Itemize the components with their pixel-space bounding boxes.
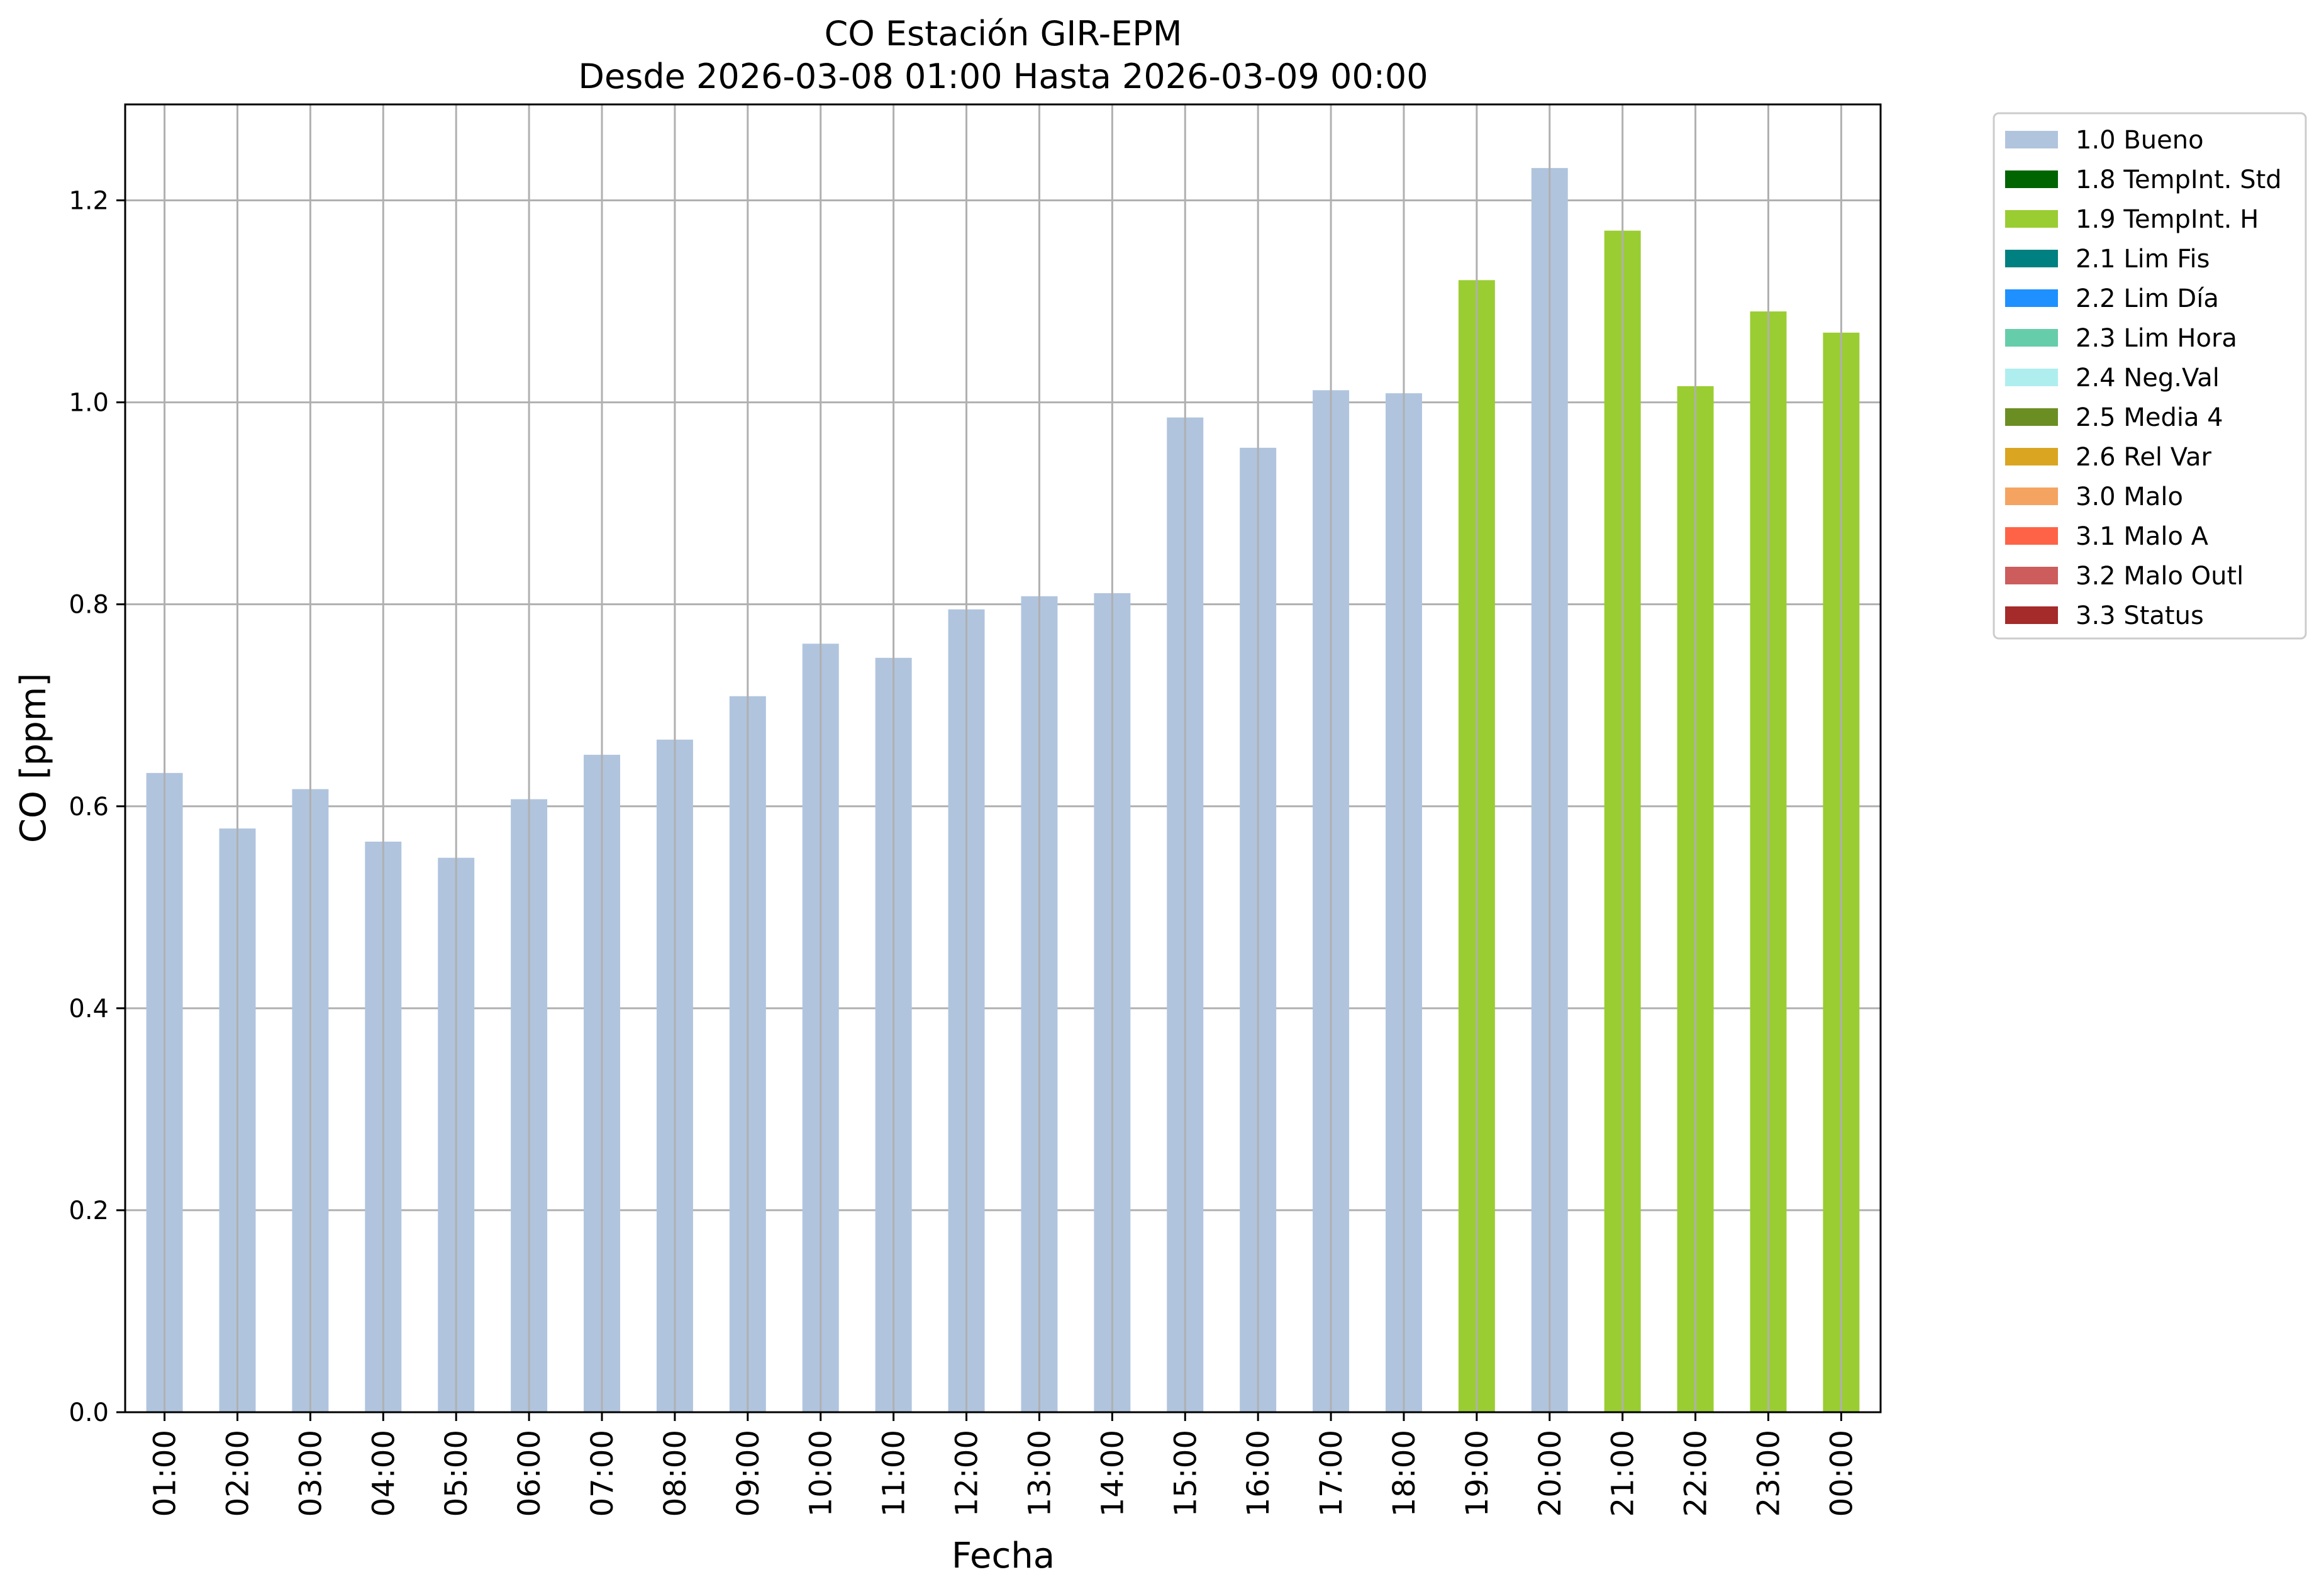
x-tick-label: 05:00 — [439, 1430, 474, 1517]
legend-label: 2.4 Neg.Val — [2076, 364, 2220, 393]
y-tick-label: 0.2 — [69, 1196, 109, 1225]
legend-label: 2.1 Lim Fis — [2076, 245, 2210, 274]
x-tick-label: 01:00 — [148, 1430, 183, 1517]
x-tick-label: 19:00 — [1460, 1430, 1495, 1517]
x-tick-label: 14:00 — [1095, 1430, 1130, 1517]
x-tick-label: 17:00 — [1314, 1430, 1349, 1517]
legend-swatch — [2005, 567, 2058, 584]
x-tick-label: 07:00 — [585, 1430, 620, 1517]
legend-swatch — [2005, 329, 2058, 347]
grid-lines — [125, 199, 1881, 1212]
legend-swatch — [2005, 448, 2058, 465]
legend-label: 2.6 Rel Var — [2076, 443, 2212, 472]
legend-swatch — [2005, 408, 2058, 426]
legend-swatch — [2005, 131, 2058, 148]
legend-label: 2.2 Lim Día — [2076, 284, 2219, 313]
y-tick-label: 0.4 — [69, 995, 109, 1023]
y-tick-label: 1.2 — [69, 187, 109, 216]
x-tick-label: 00:00 — [1824, 1430, 1859, 1517]
legend-label: 3.2 Malo Outl — [2076, 562, 2243, 591]
y-tick-label: 0.8 — [69, 591, 109, 620]
y-tick-label: 0.6 — [69, 793, 109, 822]
x-tick-label: 02:00 — [220, 1430, 255, 1517]
x-tick-label: 13:00 — [1022, 1430, 1057, 1517]
legend-swatch — [2005, 210, 2058, 228]
x-tick-label: 09:00 — [731, 1430, 766, 1517]
legend-label: 2.5 Media 4 — [2076, 403, 2223, 432]
legend: 1.0 Bueno 1.8 TempInt. Std 1.9 TempInt. H 2… — [1993, 112, 2307, 640]
x-axis-label: Fecha — [952, 1535, 1055, 1576]
x-tick-label: 04:00 — [366, 1430, 401, 1517]
legend-swatch — [2005, 527, 2058, 545]
x-tick-label: 03:00 — [293, 1430, 328, 1517]
x-tick-label: 18:00 — [1387, 1430, 1422, 1517]
legend-label: 1.8 TempInt. Std — [2076, 165, 2282, 194]
legend-swatch — [2005, 606, 2058, 624]
legend-swatch — [2005, 369, 2058, 386]
y-tick-label: 1.0 — [69, 389, 109, 418]
legend-label: 1.9 TempInt. H — [2076, 205, 2259, 234]
x-tick-label: 15:00 — [1168, 1430, 1203, 1517]
legend-label: 3.3 Status — [2076, 601, 2204, 630]
legend-frame — [1993, 112, 2307, 640]
chart-title: CO Estación GIR-EPM — [825, 14, 1182, 53]
legend-swatch — [2005, 289, 2058, 307]
x-tick-label: 16:00 — [1241, 1430, 1276, 1517]
y-axis-ticks: 0.0 0.2 0.4 0.6 0.8 1.0 1.2 — [69, 187, 125, 1427]
legend-label: 3.1 Malo A — [2076, 522, 2209, 551]
y-axis-label: CO [ppm] — [13, 673, 54, 843]
legend-label: 1.0 Bueno — [2076, 126, 2204, 155]
plot-frame — [124, 103, 1882, 1413]
x-tick-label: 12:00 — [950, 1430, 985, 1517]
legend-label: 3.0 Malo — [2076, 482, 2183, 511]
legend-swatch — [2005, 488, 2058, 505]
x-tick-label: 11:00 — [877, 1430, 912, 1517]
x-tick-label: 20:00 — [1533, 1430, 1568, 1517]
x-tick-label: 22:00 — [1679, 1430, 1714, 1517]
x-tick-label: 08:00 — [658, 1430, 693, 1517]
legend-swatch — [2005, 170, 2058, 188]
legend-label: 2.3 Lim Hora — [2076, 324, 2237, 353]
legend-swatch — [2005, 250, 2058, 267]
bars — [146, 104, 1860, 1413]
x-tick-label: 21:00 — [1606, 1430, 1641, 1517]
x-tick-label: 06:00 — [512, 1430, 547, 1517]
chart-subtitle: Desde 2026-03-08 01:00 Hasta 2026-03-09 … — [578, 57, 1428, 96]
x-axis-ticks: 01:00 02:00 03:00 04:00 05:00 06:00 07:00 08:00… — [148, 1412, 1859, 1517]
x-tick-label: 10:00 — [804, 1430, 839, 1517]
y-tick-label: 0.0 — [69, 1398, 109, 1427]
x-tick-label: 23:00 — [1752, 1430, 1787, 1517]
legend-items: 1.0 Bueno 1.8 TempInt. Std 1.9 TempInt. H 2… — [2005, 126, 2282, 630]
